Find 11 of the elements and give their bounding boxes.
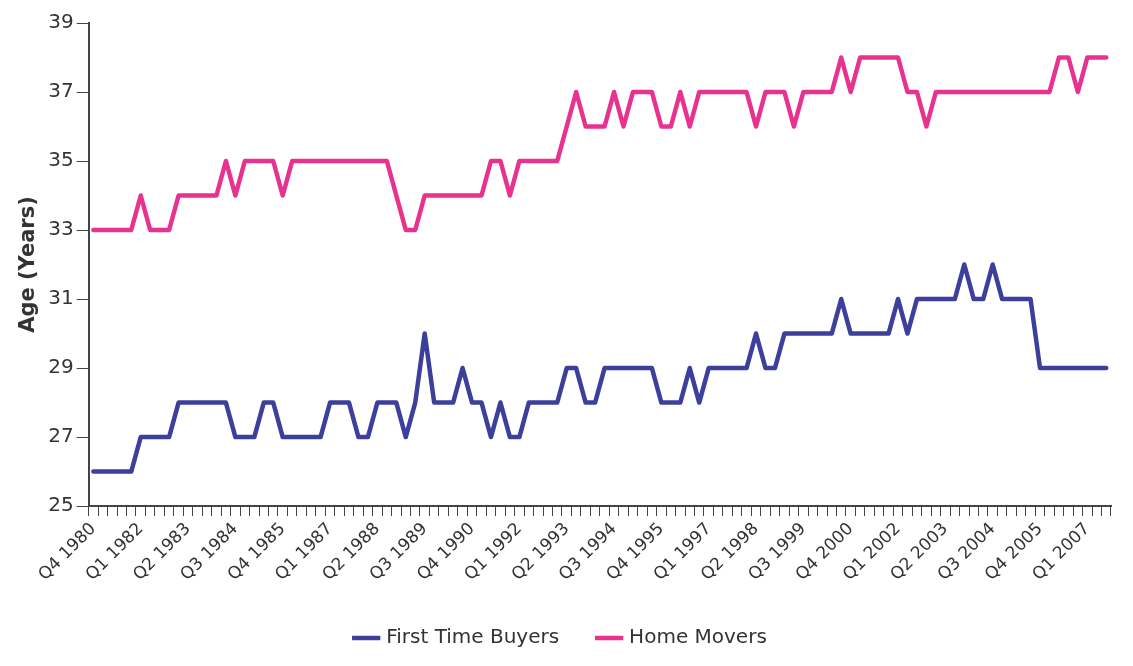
y-tick-label: 31	[48, 285, 74, 310]
y-tick-label: 37	[48, 78, 74, 103]
legend-label: Home Movers	[629, 624, 767, 649]
y-tick-label: 39	[48, 9, 74, 34]
y-tick-label: 35	[48, 147, 74, 172]
y-tick-label: 33	[48, 216, 74, 241]
y-tick-label: 29	[48, 354, 74, 379]
y-tick-label: 27	[48, 423, 74, 448]
legend-label: First Time Buyers	[386, 624, 560, 649]
y-axis-title: Age (Years)	[15, 196, 40, 333]
y-tick-label: 25	[48, 492, 74, 517]
